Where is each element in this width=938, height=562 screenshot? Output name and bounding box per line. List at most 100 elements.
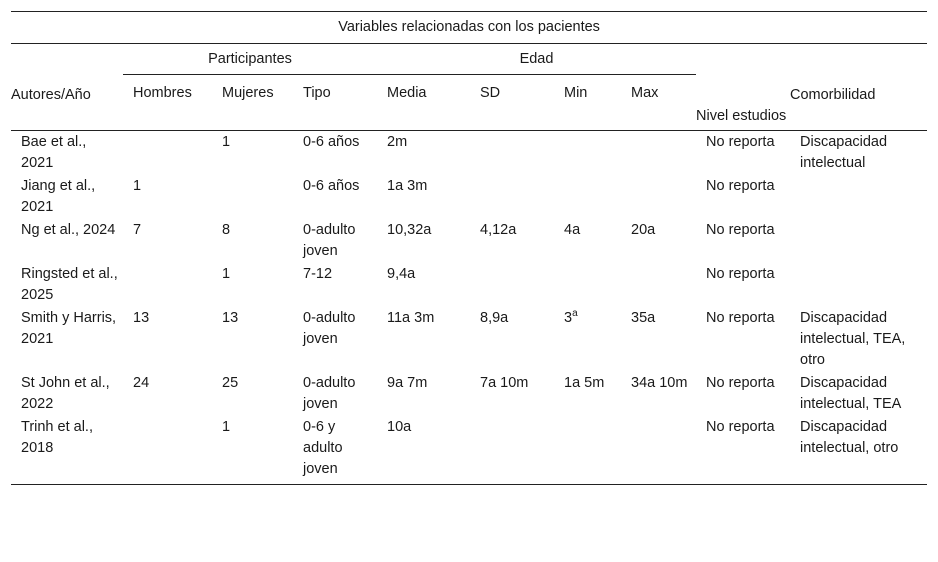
cell-tipo: 0-adulto joven bbox=[293, 372, 377, 416]
cell-tipo: 0-6 años bbox=[293, 131, 377, 176]
cell-media-text: 11a 3m bbox=[387, 310, 435, 326]
cell-hombres bbox=[123, 263, 212, 307]
cell-hombres-text: 13 bbox=[133, 310, 150, 326]
cell-media-text: 2m bbox=[387, 134, 408, 150]
cell-media: 1a 3m bbox=[377, 175, 470, 219]
cell-sd bbox=[470, 416, 554, 485]
cell-media: 10,32a bbox=[377, 219, 470, 263]
cell-autor: Ng et al., 2024 bbox=[11, 219, 123, 263]
table-row: Ringsted et al., 2025 1 7-12 9,4a No reporta bbox=[11, 263, 927, 307]
cell-nivel-text: No reporta bbox=[706, 419, 775, 435]
header-hombres: Hombres bbox=[123, 74, 212, 131]
cell-min bbox=[554, 416, 621, 485]
cell-autor: Ringsted et al., 2025 bbox=[11, 263, 123, 307]
cell-min bbox=[554, 263, 621, 307]
cell-nivel-text: No reporta bbox=[706, 266, 775, 282]
cell-mujeres bbox=[212, 175, 293, 219]
cell-sd: 7a 10m bbox=[470, 372, 554, 416]
cell-sd-text: 7a 10m bbox=[480, 375, 529, 391]
cell-autor: Trinh et al., 2018 bbox=[11, 416, 123, 485]
cell-mujeres-text: 8 bbox=[222, 222, 231, 238]
cell-tipo: 0-6 y adulto joven bbox=[293, 416, 377, 485]
cell-mujeres: 1 bbox=[212, 263, 293, 307]
cell-comorbilidad-text: Discapacidad intelectual, TEA, otro bbox=[800, 310, 906, 368]
cell-autor-text: Ringsted et al., 2025 bbox=[21, 266, 118, 303]
cell-max: 35a bbox=[621, 307, 696, 372]
cell-sd: 8,9a bbox=[470, 307, 554, 372]
table-row: Jiang et al., 2021 1 0-6 años 1a 3m No repor… bbox=[11, 175, 927, 219]
cell-mujeres-text: 13 bbox=[222, 310, 239, 326]
cell-min-text: 4a bbox=[564, 222, 581, 238]
cell-hombres: 13 bbox=[123, 307, 212, 372]
table-row: Bae et al., 2021 1 0-6 años 2m No reporta Dis… bbox=[11, 131, 927, 176]
cell-autor-text: St John et al., 2022 bbox=[21, 375, 110, 412]
cell-mujeres-text: 1 bbox=[222, 419, 231, 435]
cell-media: 9,4a bbox=[377, 263, 470, 307]
cell-max bbox=[621, 175, 696, 219]
group-edad: Edad bbox=[377, 43, 696, 75]
cell-media: 10a bbox=[377, 416, 470, 485]
cell-mujeres: 8 bbox=[212, 219, 293, 263]
cell-tipo: 7-12 bbox=[293, 263, 377, 307]
cell-tipo-text: 0-6 años bbox=[303, 134, 360, 150]
cell-hombres: 7 bbox=[123, 219, 212, 263]
cell-mujeres: 25 bbox=[212, 372, 293, 416]
cell-tipo: 0-adulto joven bbox=[293, 307, 377, 372]
cell-nivel-text: No reporta bbox=[706, 375, 775, 391]
cell-media: 9a 7m bbox=[377, 372, 470, 416]
cell-max bbox=[621, 263, 696, 307]
cell-comorbilidad-text: Discapacidad intelectual bbox=[800, 134, 888, 171]
table-row: Trinh et al., 2018 1 0-6 y adulto joven 10a… bbox=[11, 416, 928, 485]
cell-comorbilidad-text: Discapacidad intelectual, otro bbox=[800, 419, 899, 456]
cell-mujeres-text: 1 bbox=[222, 266, 231, 282]
cell-nivel: No reporta bbox=[696, 219, 790, 263]
cell-nivel-text: No reporta bbox=[706, 178, 775, 194]
cell-min bbox=[554, 175, 621, 219]
cell-min: 4a bbox=[554, 219, 621, 263]
cell-tipo-text: 0-6 años bbox=[303, 178, 360, 194]
cell-hombres-text: 24 bbox=[133, 375, 150, 391]
cell-autor: Bae et al., 2021 bbox=[11, 131, 123, 176]
patients-table-container: Variables relacionadas con los pacientes… bbox=[11, 11, 928, 485]
cell-mujeres-text: 25 bbox=[222, 375, 239, 391]
cell-autor-text: Jiang et al., 2021 bbox=[21, 178, 96, 215]
cell-hombres: 1 bbox=[123, 175, 212, 219]
cell-comorbilidad-text: Discapacidad intelectual, TEA bbox=[800, 375, 902, 412]
cell-comorbilidad bbox=[790, 175, 927, 219]
cell-comorbilidad: Discapacidad intelectual, TEA, otro bbox=[790, 307, 927, 372]
cell-mujeres-text: 1 bbox=[222, 134, 231, 150]
cell-nivel-text: No reporta bbox=[706, 222, 775, 238]
cell-nivel: No reporta bbox=[696, 131, 790, 176]
cell-comorbilidad bbox=[790, 263, 927, 307]
cell-max bbox=[621, 416, 696, 485]
table-row: Smith y Harris, 2021 13 13 0-adulto joven 11… bbox=[11, 307, 927, 372]
group-participantes: Participantes bbox=[123, 43, 377, 75]
header-sd: SD bbox=[470, 74, 554, 131]
cell-sd-text: 8,9a bbox=[480, 310, 509, 326]
table-title: Variables relacionadas con los pacientes bbox=[11, 11, 928, 44]
cell-min-superscript: a bbox=[572, 308, 578, 320]
header-min: Min bbox=[554, 74, 621, 131]
cell-nivel-text: No reporta bbox=[706, 310, 775, 326]
cell-media-text: 10a bbox=[387, 419, 412, 435]
cell-autor: Smith y Harris, 2021 bbox=[11, 307, 123, 372]
cell-hombres: 24 bbox=[123, 372, 212, 416]
cell-comorbilidad: Discapacidad intelectual, TEA bbox=[790, 372, 927, 416]
header-max: Max bbox=[621, 74, 696, 131]
header-nivel-estudios: Nivel estudios bbox=[696, 43, 790, 131]
header-autores: Autores/Año bbox=[11, 43, 123, 131]
cell-media: 11a 3m bbox=[377, 307, 470, 372]
cell-comorbilidad: Discapacidad intelectual, otro bbox=[790, 416, 928, 485]
table-body: Bae et al., 2021 1 0-6 años 2m No reporta Dis… bbox=[11, 131, 928, 485]
cell-nivel: No reporta bbox=[696, 372, 790, 416]
cell-min-text: 1a 5m bbox=[564, 375, 605, 391]
cell-media-text: 10,32a bbox=[387, 222, 432, 238]
cell-media-text: 1a 3m bbox=[387, 178, 428, 194]
cell-max-text: 20a bbox=[631, 222, 656, 238]
cell-autor-text: Smith y Harris, 2021 bbox=[21, 310, 117, 347]
cell-nivel: No reporta bbox=[696, 263, 790, 307]
cell-tipo-text: 0-adulto joven bbox=[303, 222, 356, 259]
cell-autor: Jiang et al., 2021 bbox=[11, 175, 123, 219]
patients-variables-table: Variables relacionadas con los pacientes… bbox=[11, 11, 928, 485]
cell-sd bbox=[470, 263, 554, 307]
